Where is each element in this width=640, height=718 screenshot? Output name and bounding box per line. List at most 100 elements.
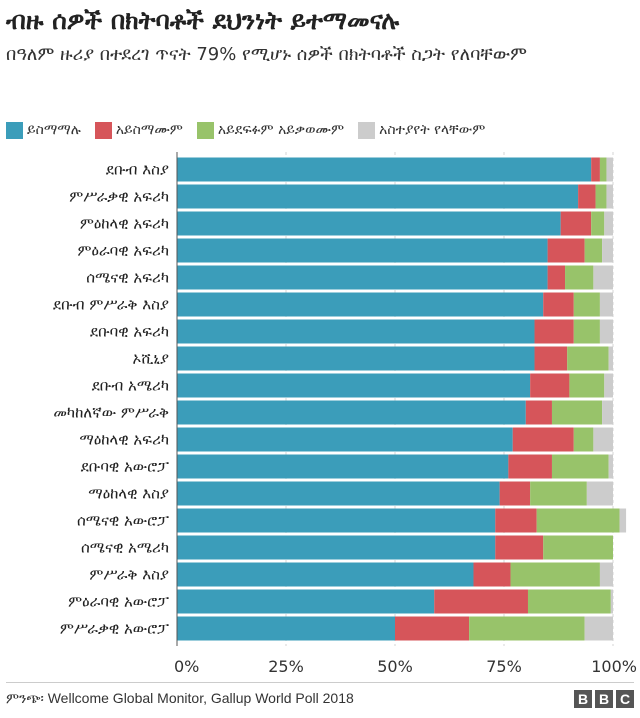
category-label: ደቡብ አሜሪካ (92, 377, 169, 395)
x-tick-label: 25% (268, 657, 304, 676)
legend-swatch-neutral (196, 121, 214, 139)
bar-segment-neutral (510, 562, 600, 587)
category-label: ምዕራባዊ አውሮፓ (68, 593, 169, 611)
category-label: ማዕከላዊ አፍሪካ (79, 431, 169, 449)
legend-label-neutral: አይደፍፉም አይቃወሙም (217, 122, 345, 138)
category-label: ኦሺኒያ (132, 350, 169, 368)
bar-segment-neutral (584, 238, 603, 263)
category-label: ማዕከላዊ እስያ (88, 485, 169, 503)
bar-segment-no-opinion (606, 157, 613, 182)
bar-segment-agree (177, 373, 531, 398)
bar-segment-disagree (530, 373, 570, 398)
bar-segment-agree (177, 481, 500, 506)
stacked-bar-chart: ደቡብ እስያ ምሥራቃዊ አፍሪካ ምዕከላዊ አፍሪካ ምዕራባዊ አፍሪካ ሰሜና… (53, 152, 637, 676)
bar-segment-no-opinion (608, 346, 613, 371)
bar-segment-disagree (434, 589, 528, 614)
bar-segment-agree (177, 508, 496, 533)
bar-segment-no-opinion (610, 589, 613, 614)
bar-segment-no-opinion (604, 373, 613, 398)
legend-swatch-disagree (94, 121, 112, 139)
bar-segment-agree (177, 265, 548, 290)
category-label: ምሥራቃዊ አውሮፓ (60, 620, 169, 638)
bbc-logo-letter: C (616, 690, 634, 708)
bar-segment-disagree (560, 211, 592, 236)
legend-label-no-opinion: አስተያየት የላቸውም (379, 122, 486, 138)
bar-segment-disagree (578, 184, 596, 209)
bar-segment-neutral (569, 373, 605, 398)
category-label: ሰሜናዊ አሜሪካ (81, 539, 169, 557)
bar-segment-neutral (551, 454, 609, 479)
bar-segment-neutral (565, 265, 594, 290)
bar-segment-no-opinion (602, 238, 613, 263)
bbc-logo: B B C (571, 690, 634, 708)
category-label: ምዕራባዊ አፍሪካ (77, 242, 169, 260)
bar-segment-neutral (573, 319, 600, 344)
bar-segment-no-opinion (602, 400, 613, 425)
bar-segment-neutral (573, 427, 594, 452)
bar-segment-agree (177, 400, 526, 425)
bar-segment-agree (177, 319, 535, 344)
bar-segment-no-opinion (599, 562, 613, 587)
footer-rule (6, 682, 634, 683)
x-tick-label: 0% (174, 657, 199, 676)
category-label: ደቡባዊ አውሮፓ (81, 458, 170, 476)
bar-segment-disagree (508, 454, 552, 479)
category-label: ደቡብ ምሥራቅ እስያ (53, 296, 169, 314)
bar-segment-agree (177, 427, 513, 452)
bar-segment-no-opinion (619, 508, 627, 533)
bar-segment-disagree (547, 238, 585, 263)
x-tick-label: 50% (377, 657, 413, 676)
bar-segment-agree (177, 454, 509, 479)
bar-segment-no-opinion (604, 211, 613, 236)
bar-segment-neutral (551, 400, 603, 425)
bar-segment-disagree (495, 508, 537, 533)
legend-swatch-agree (6, 121, 23, 139)
category-label: ምሥራቅ እስያ (89, 566, 169, 584)
category-label: መካከለኛው ምሥራቅ (53, 404, 169, 422)
chart-title: ብዙ ሰዎች በክትባቶች ደህንነት ይተማመናሉ (6, 6, 400, 35)
bar-segment-agree (177, 238, 548, 263)
x-tick-label: 75% (486, 657, 522, 676)
category-label: ምዕከላዊ አፍሪካ (80, 215, 169, 233)
bbc-logo-letter: B (574, 690, 592, 708)
bar-segment-no-opinion (586, 481, 613, 506)
bar-segment-agree (177, 589, 435, 614)
bar-segment-no-opinion (606, 184, 613, 209)
bar-segment-disagree (547, 265, 566, 290)
bar-segment-agree (177, 211, 561, 236)
bar-segment-no-opinion (599, 319, 613, 344)
legend-item-no-opinion: አስተያየት የላቸውም (358, 121, 486, 139)
category-label: ምሥራቃዊ አፍሪካ (69, 188, 169, 206)
bar-segment-agree (177, 562, 474, 587)
bar-segment-no-opinion (593, 265, 613, 290)
x-tick-label: 100% (591, 657, 637, 676)
bar-segment-disagree (543, 292, 574, 317)
legend-swatch-no-opinion (358, 121, 376, 139)
bar-segment-no-opinion (608, 454, 613, 479)
category-label: ደቡብ እስያ (106, 161, 169, 179)
legend-item-agree: ይስማማሉ (6, 121, 81, 139)
category-label: ሰሜናዊ አውሮፓ (77, 512, 169, 530)
bar-segment-disagree (534, 346, 568, 371)
bar-segment-neutral (527, 589, 611, 614)
legend-item-neutral: አይደፍፉም አይቃወሙም (196, 121, 345, 139)
bar-segment-disagree (512, 427, 574, 452)
bar-segment-agree (177, 616, 395, 641)
bbc-logo-letter: B (595, 690, 613, 708)
source-note: ምንጭ፡ Wellcome Global Monitor, Gallup Wor… (6, 690, 354, 706)
legend: ይስማማሉ አይስማሙም አይደፍፉም አይቃወሙም አስተያየት የላቸውም (6, 118, 638, 142)
bar-segment-neutral (599, 157, 607, 182)
bar-segment-agree (177, 157, 592, 182)
bar-segment-agree (177, 184, 579, 209)
bar-segment-agree (177, 292, 544, 317)
bar-segment-neutral (530, 481, 587, 506)
bar-segment-disagree (499, 481, 531, 506)
bar-segment-neutral (573, 292, 600, 317)
bar-segment-no-opinion (599, 292, 613, 317)
bar-segment-neutral (567, 346, 609, 371)
bar-segment-neutral (543, 535, 613, 560)
bar-segment-disagree (495, 535, 544, 560)
legend-label-disagree: አይስማሙም (115, 122, 183, 138)
bar-segment-no-opinion (584, 616, 613, 641)
bar-segment-disagree (395, 616, 470, 641)
